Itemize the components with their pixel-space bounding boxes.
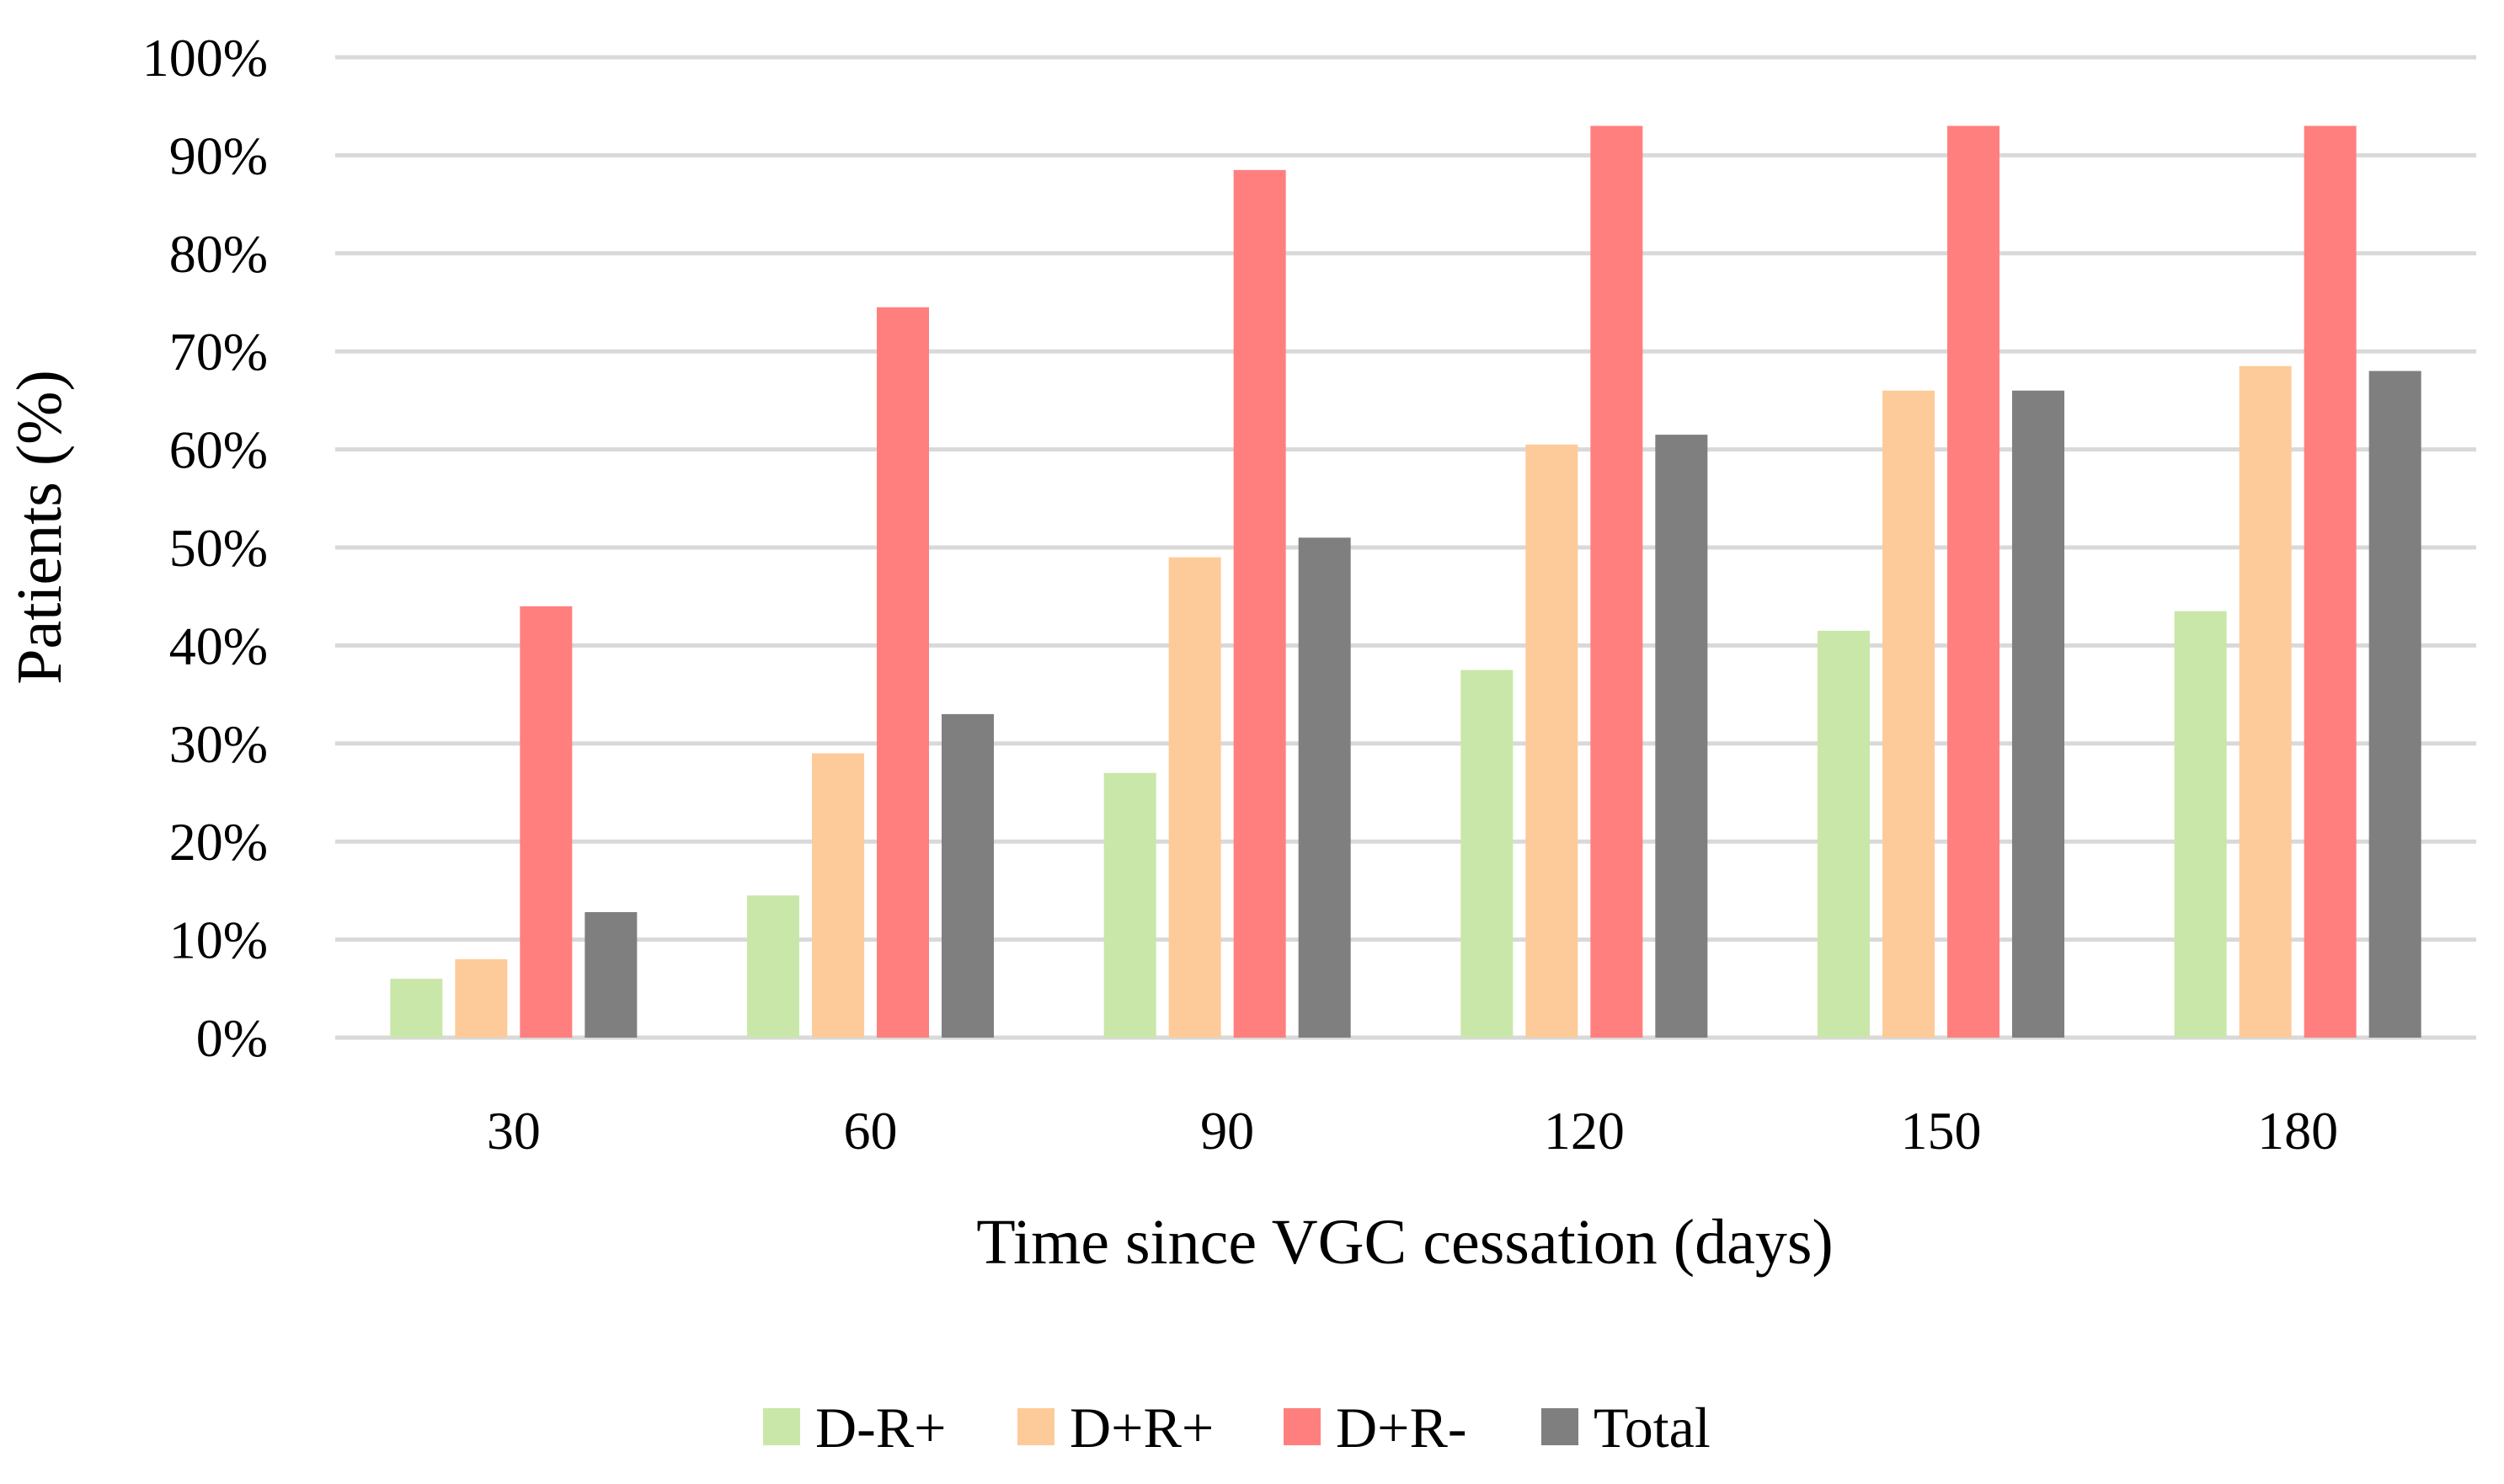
legend-item-d-r-: D+R+: [1017, 1396, 1214, 1460]
bar-d-r--90: [1103, 772, 1156, 1038]
y-tick-label: 40%: [169, 616, 268, 675]
bar-d-r--60: [812, 753, 864, 1038]
legend-swatch: [1541, 1408, 1578, 1445]
legend-item-total: Total: [1541, 1396, 1711, 1460]
bar-d-r--150: [1818, 630, 1870, 1038]
legend-item-d-r-: D+R-: [1284, 1396, 1466, 1460]
bar-d-r--180: [2174, 611, 2227, 1038]
bar-d-r--60: [877, 307, 929, 1038]
y-tick-label: 50%: [169, 518, 268, 578]
x-tick-label: 120: [1544, 1101, 1625, 1161]
x-tick-label: 150: [1901, 1101, 1982, 1161]
x-axis-title: Time since VGC cessation (days): [976, 1207, 1833, 1278]
legend-label: Total: [1594, 1396, 1711, 1460]
bar-d-r--60: [747, 895, 799, 1038]
y-tick-label: 90%: [169, 125, 268, 185]
bar-d-r--120: [1525, 444, 1578, 1038]
y-tick-labels: 0% 10% 20% 30% 40% 50% 60% 70% 80% 90% 100%: [142, 28, 268, 1068]
y-tick-label: 10%: [169, 910, 268, 970]
bar-d-r--90: [1233, 169, 1286, 1038]
x-tick-labels: 30 60 90 120 150 180: [487, 1101, 2338, 1161]
bar-total-30: [585, 912, 638, 1038]
y-tick-label: 100%: [142, 28, 268, 88]
legend-swatch: [763, 1408, 800, 1445]
bar-d-r--120: [1460, 670, 1514, 1038]
bars: [390, 125, 2421, 1038]
bar-d-r--30: [390, 979, 443, 1038]
y-tick-label: 70%: [169, 322, 268, 382]
bar-d-r--90: [1168, 557, 1221, 1038]
x-tick-label: 30: [487, 1101, 541, 1161]
legend-swatch: [1017, 1408, 1054, 1445]
bar-total-150: [2012, 390, 2064, 1038]
gridlines: [335, 55, 2476, 1040]
y-tick-label: 20%: [169, 812, 268, 872]
bar-d-r--30: [455, 958, 508, 1038]
bar-total-60: [942, 713, 994, 1038]
bar-d-r--150: [1947, 125, 1999, 1038]
legend-label: D+R-: [1336, 1396, 1466, 1460]
y-tick-label: 60%: [169, 420, 268, 480]
bar-total-180: [2368, 371, 2421, 1038]
x-tick-label: 60: [844, 1101, 898, 1161]
bar-d-r--120: [1590, 125, 1643, 1038]
legend-label: D+R+: [1070, 1396, 1214, 1460]
y-tick-label: 80%: [169, 224, 268, 284]
bar-d-r--30: [520, 606, 573, 1038]
bar-d-r--150: [1882, 390, 1935, 1038]
legend: D-R+ D+R+ D+R- Total: [763, 1396, 1711, 1460]
legend-label: D-R+: [815, 1396, 946, 1460]
legend-item-d-r-: D-R+: [763, 1396, 946, 1460]
y-tick-label: 30%: [169, 714, 268, 774]
bar-total-90: [1298, 537, 1351, 1038]
legend-swatch: [1284, 1408, 1321, 1445]
y-tick-label: 0%: [196, 1008, 268, 1068]
bar-d-r--180: [2239, 366, 2292, 1038]
y-axis-title: Patients (%): [4, 370, 75, 685]
bar-d-r--180: [2304, 125, 2357, 1038]
x-tick-label: 180: [2257, 1101, 2338, 1161]
bar-total-120: [1655, 435, 1708, 1038]
x-tick-label: 90: [1200, 1101, 1254, 1161]
